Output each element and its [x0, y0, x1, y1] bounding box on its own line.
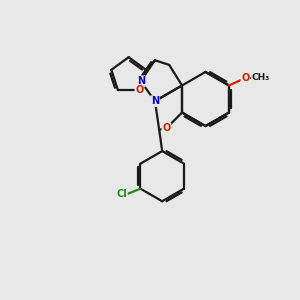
Text: O: O: [135, 85, 143, 95]
Text: O: O: [162, 123, 170, 133]
Text: Cl: Cl: [116, 189, 127, 199]
Text: N: N: [137, 76, 145, 86]
Text: CH₃: CH₃: [252, 74, 270, 82]
Text: O: O: [241, 73, 250, 83]
Text: N: N: [151, 96, 159, 106]
